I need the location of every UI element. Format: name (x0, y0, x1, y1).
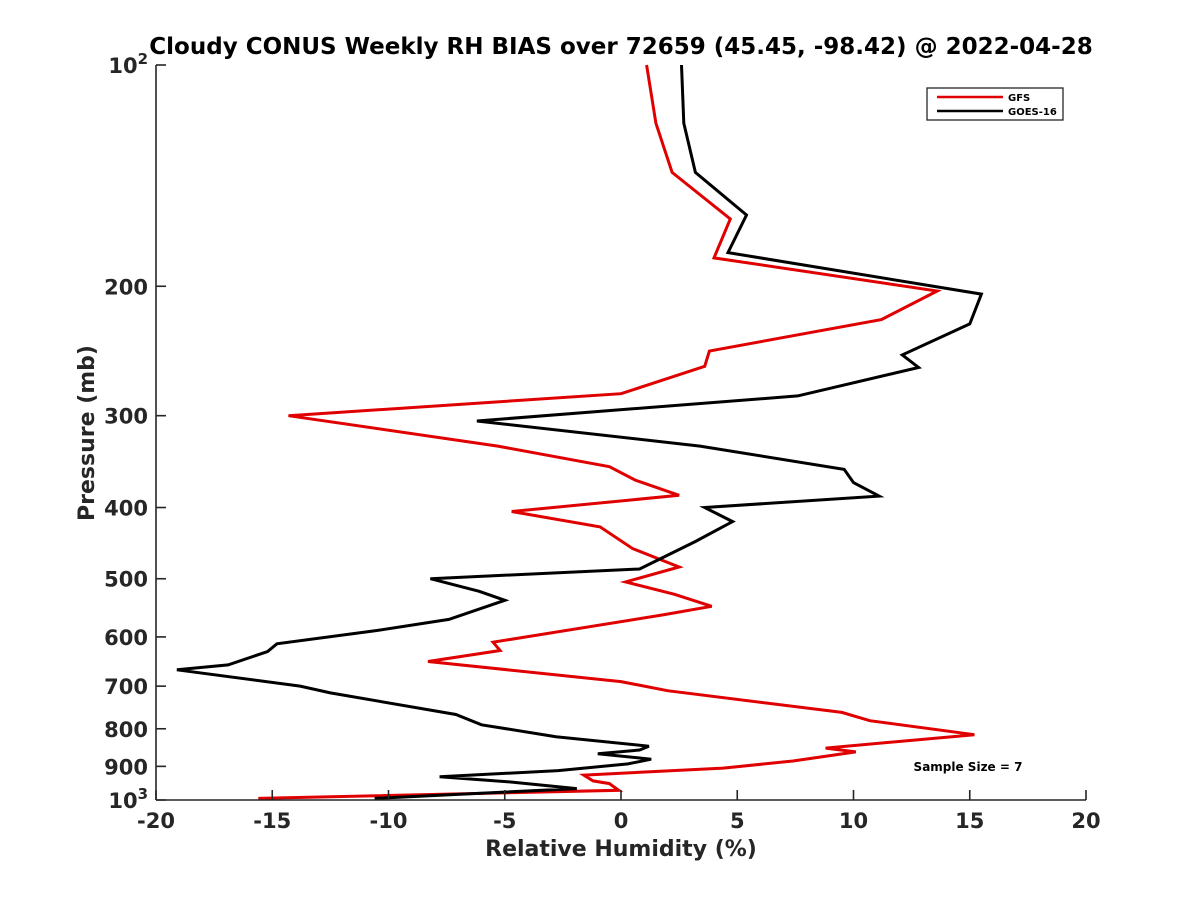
y-tick-label: 103 (108, 785, 148, 813)
y-tick-label: 102 (108, 50, 148, 78)
legend-box (926, 87, 1064, 121)
y-tick-label: 700 (104, 675, 148, 699)
y-tick-label: 900 (104, 755, 148, 779)
y-axis-label: Pressure (mb) (75, 345, 100, 521)
legend: GFS GOES-16 (926, 87, 1064, 121)
x-tick-label: 0 (614, 809, 629, 833)
y-tick-label: 400 (104, 497, 148, 521)
y-tick-label: 600 (104, 626, 148, 650)
chart-title: Cloudy CONUS Weekly RH BIAS over 72659 (… (149, 34, 1092, 60)
series-line-goes16 (176, 64, 984, 800)
y-tick-label: 200 (104, 275, 148, 299)
x-axis-label: Relative Humidity (%) (485, 837, 757, 862)
x-tick-label: -5 (493, 809, 516, 833)
y-tick-label: 500 (104, 568, 148, 592)
legend-label-gfs: GFS (1008, 93, 1030, 104)
x-tick-label: 15 (955, 809, 984, 833)
x-tick-label: 20 (1071, 809, 1100, 833)
series-layer (176, 64, 984, 800)
series-line-gfs (258, 64, 975, 800)
plot-area: -20 -15 -10 -5 0 5 10 15 20 102 200 300 400 500 600 70… (104, 50, 1100, 833)
x-ticks: -20 -15 -10 -5 0 5 10 15 20 (137, 790, 1101, 833)
y-tick-label: 300 (104, 405, 148, 429)
legend-label-goes16: GOES-16 (1008, 107, 1057, 118)
y-ticks: 102 200 300 400 500 600 700 800 900 103 (104, 50, 166, 813)
x-tick-label: -20 (137, 809, 175, 833)
x-tick-label: 10 (839, 809, 868, 833)
y-tick-label: 800 (104, 718, 148, 742)
x-tick-label: -15 (253, 809, 291, 833)
x-tick-label: 5 (730, 809, 745, 833)
x-tick-label: -10 (370, 809, 408, 833)
sample-size-annotation: Sample Size = 7 (914, 760, 1023, 774)
